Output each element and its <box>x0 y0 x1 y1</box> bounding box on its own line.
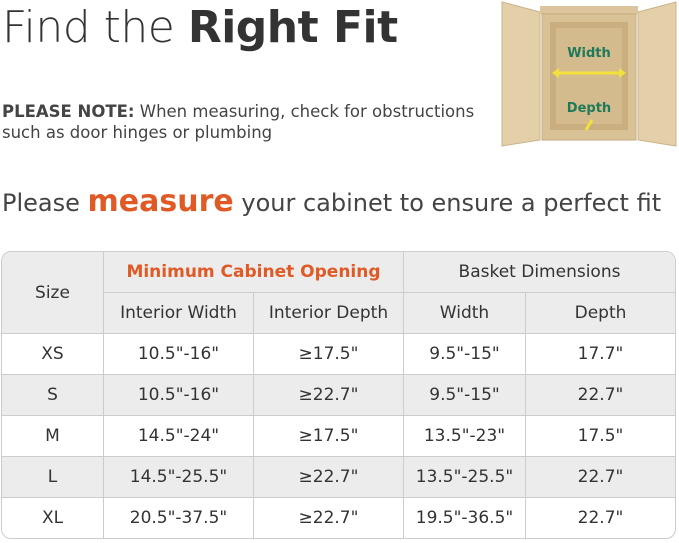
instruction: Please measure your cabinet to ensure a … <box>2 184 661 219</box>
title-light: Find the <box>2 2 188 53</box>
size-cell: M <box>2 416 104 457</box>
size-cell: XS <box>2 334 104 375</box>
cabinet-image: Width Depth <box>501 1 677 147</box>
table-cell: 9.5"-15" <box>404 334 526 375</box>
basket-dimensions-header: Basket Dimensions <box>404 252 675 293</box>
table-cell: ≥22.7" <box>254 498 404 538</box>
table-row: L 14.5"-25.5" ≥22.7" 13.5"-25.5" 22.7" <box>2 457 675 498</box>
table-cell: 10.5"-16" <box>104 334 254 375</box>
table-cell: 13.5"-23" <box>404 416 526 457</box>
table-row: S 10.5"-16" ≥22.7" 9.5"-15" 22.7" <box>2 375 675 416</box>
depth-label: Depth <box>567 101 611 116</box>
table-cell: 9.5"-15" <box>404 375 526 416</box>
col-header: Interior Width <box>104 293 254 334</box>
min-opening-header: Minimum Cabinet Opening <box>104 252 404 293</box>
col-header: Interior Depth <box>254 293 404 334</box>
table-cell: 22.7" <box>526 375 675 416</box>
note-text: When measuring, check for obstructions s… <box>2 102 475 142</box>
size-cell: L <box>2 457 104 498</box>
table-cell: ≥17.5" <box>254 334 404 375</box>
table-cell: 17.7" <box>526 334 675 375</box>
table-cell: 22.7" <box>577 508 624 528</box>
width-label: Width <box>567 46 611 61</box>
table-cell: 19.5"-36.5" <box>404 498 526 538</box>
instruction-after: your cabinet to ensure a perfect fit <box>233 189 662 217</box>
table-cell: 17.5" <box>526 416 675 457</box>
size-header: Size <box>2 252 104 334</box>
table-cell: ≥17.5" <box>254 416 404 457</box>
table-row: XS 10.5"-16" ≥17.5" 9.5"-15" 17.7" <box>2 334 675 375</box>
table-cell: 10.5"-16" <box>104 375 254 416</box>
col-header: Depth <box>526 293 675 334</box>
table-cell: 14.5"-25.5" <box>104 457 254 498</box>
note-label: PLEASE NOTE: <box>2 102 135 121</box>
table-cell: ≥22.7" <box>254 375 404 416</box>
size-cell: XL <box>2 498 104 538</box>
table-row: M 14.5"-24" ≥17.5" 13.5"-23" 17.5" <box>2 416 675 457</box>
page-title: Find the Right Fit <box>2 2 398 53</box>
table-cell: 14.5"-24" <box>104 416 254 457</box>
size-table: Size Minimum Cabinet Opening Basket Dime… <box>1 251 676 539</box>
title-bold: Right Fit <box>187 2 398 53</box>
note: PLEASE NOTE: When measuring, check for o… <box>2 101 502 143</box>
table-cell: 22.7" <box>526 457 675 498</box>
table-row: XL 20.5"-37.5" ≥22.7" 19.5"-36.5" 22.7" <box>2 498 675 538</box>
table-cell: ≥22.7" <box>254 457 404 498</box>
instruction-highlight: measure <box>87 184 234 219</box>
size-cell: S <box>2 375 104 416</box>
table-cell: 13.5"-25.5" <box>404 457 526 498</box>
instruction-before: Please <box>2 189 88 217</box>
col-header: Width <box>404 293 526 334</box>
table-cell: 20.5"-37.5" <box>104 498 254 538</box>
